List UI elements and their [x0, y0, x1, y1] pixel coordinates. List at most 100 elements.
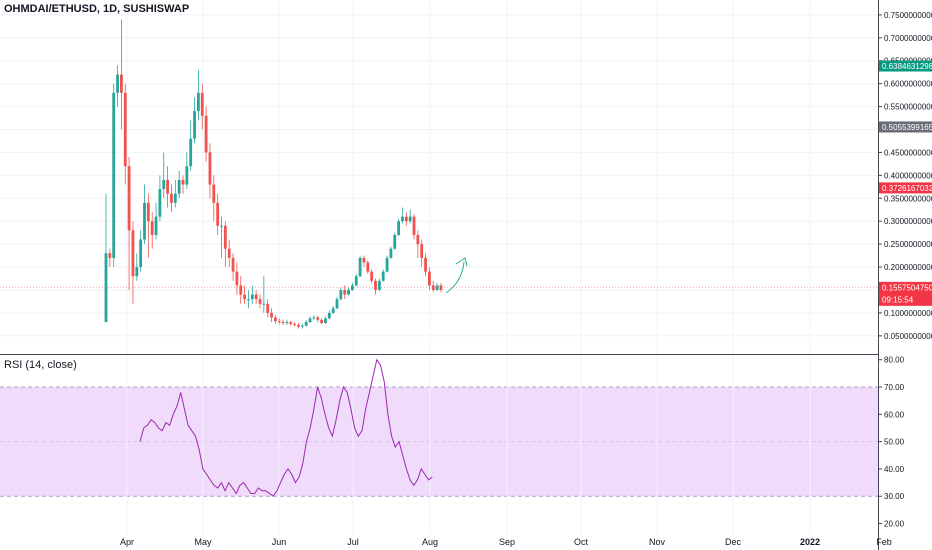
- candle-body: [354, 276, 358, 286]
- candle-body: [439, 285, 443, 290]
- candle-body: [150, 221, 154, 235]
- candle-body: [262, 303, 266, 305]
- candle-body: [223, 225, 227, 249]
- candle-body: [204, 115, 208, 153]
- candle-body: [289, 322, 293, 324]
- candle-body: [300, 325, 304, 327]
- rsi-tick-label: 80.00: [884, 356, 905, 365]
- candle-body: [266, 303, 270, 313]
- candle-body: [127, 166, 131, 231]
- candle-body: [166, 179, 169, 194]
- candle-body: [370, 271, 374, 281]
- rsi-line: [139, 358, 433, 497]
- price-marker-label: 0.1557504750: [882, 283, 932, 292]
- candle-body: [285, 322, 289, 324]
- rsi-axis[interactable]: 80.00 70.00 60.00 50.00 40.00 30.00 20.00: [878, 356, 905, 529]
- candles: [104, 19, 443, 329]
- candle-body: [277, 321, 281, 323]
- candle-body: [185, 166, 189, 185]
- price-tick-label: 0.2000000000: [884, 263, 932, 272]
- candle-body: [154, 216, 158, 235]
- arrow-drawing: [445, 261, 465, 294]
- candle-body: [200, 92, 204, 116]
- candle-body: [220, 225, 223, 227]
- price-marker-badge: [879, 60, 932, 72]
- time-tick-label: Nov: [649, 537, 666, 547]
- candle-body: [162, 179, 166, 190]
- candle-body: [123, 92, 127, 167]
- rsi-tick-label: 60.00: [884, 410, 905, 419]
- candle-body: [170, 193, 173, 203]
- price-marker-badge: [879, 121, 932, 133]
- rsi-indicator-label[interactable]: RSI (14, close): [4, 359, 77, 371]
- candle-body: [320, 319, 323, 323]
- candle-body: [247, 299, 250, 301]
- candle-body: [397, 221, 400, 235]
- candle-body: [431, 285, 435, 290]
- candle-body: [420, 244, 424, 258]
- candle-body: [377, 280, 381, 290]
- candle-body: [104, 253, 108, 323]
- candle-body: [197, 92, 200, 112]
- candle-body: [316, 317, 320, 320]
- price-marker-badge: [879, 182, 932, 194]
- candle-body: [347, 289, 350, 295]
- price-tick-label: 0.7000000000: [884, 34, 932, 43]
- time-tick-label: Aug: [422, 537, 438, 547]
- candle-body: [193, 111, 196, 139]
- price-marker-label: 0.6384631298: [882, 62, 932, 71]
- price-tick-label: 0.3500000000: [884, 194, 932, 203]
- candle-body: [112, 92, 116, 258]
- time-tick-label: 2022: [800, 537, 820, 547]
- candle-body: [270, 312, 273, 318]
- candle-body: [235, 271, 239, 286]
- price-tick-label: 0.2500000000: [884, 240, 932, 249]
- price-tick-label: 0.0500000000: [884, 332, 932, 341]
- rsi-tick-label: 30.00: [884, 492, 905, 501]
- candle-body: [308, 318, 312, 323]
- candle-body: [227, 248, 231, 258]
- time-tick-label: Jun: [272, 537, 287, 547]
- candle-body: [331, 308, 335, 313]
- time-tick-label: Feb: [876, 537, 892, 547]
- candle-body: [135, 267, 139, 277]
- candle-body: [189, 138, 193, 167]
- candle-body: [304, 322, 308, 326]
- candle-body: [416, 234, 420, 245]
- candle-body: [339, 289, 343, 300]
- time-tick-label: Oct: [574, 537, 589, 547]
- time-tick-label: Apr: [120, 537, 134, 547]
- candle-body: [177, 179, 181, 194]
- price-tick-label: 0.4000000000: [884, 171, 932, 180]
- candle-body: [351, 285, 354, 290]
- price-marker-label: 0.5055399165: [882, 123, 932, 132]
- price-tick-label: 0.4500000000: [884, 148, 932, 157]
- candle-body: [250, 294, 254, 300]
- rsi-band: [0, 387, 878, 497]
- candle-body: [231, 257, 235, 272]
- candle-body: [131, 230, 135, 277]
- time-axis[interactable]: Apr May Jun Jul Aug Sep Oct Nov Dec 2022 Feb: [120, 537, 892, 547]
- candle-body: [401, 216, 404, 222]
- price-tick-label: 0.3000000000: [884, 217, 932, 226]
- candle-body: [181, 179, 185, 185]
- candle-body: [173, 193, 177, 203]
- symbol-title[interactable]: OHMDAI/ETHUSD, 1D, SUSHISWAP: [4, 3, 190, 15]
- candle-body: [254, 294, 258, 300]
- candle-body: [358, 257, 362, 277]
- candle-body: [324, 318, 327, 323]
- candle-body: [108, 253, 112, 258]
- candle-body: [343, 289, 347, 295]
- time-tick-label: Jul: [347, 537, 359, 547]
- candle-body: [146, 202, 150, 222]
- price-marker-badge: [879, 281, 932, 306]
- price-tick-label: 0.7500000000: [884, 11, 932, 20]
- candle-body: [120, 74, 123, 93]
- candle-body: [366, 262, 370, 272]
- candle-body: [239, 285, 243, 295]
- candle-body: [274, 317, 277, 322]
- candle-body: [208, 152, 212, 185]
- candle-body: [424, 257, 427, 272]
- price-marker-label: 0.3726167032: [882, 184, 932, 193]
